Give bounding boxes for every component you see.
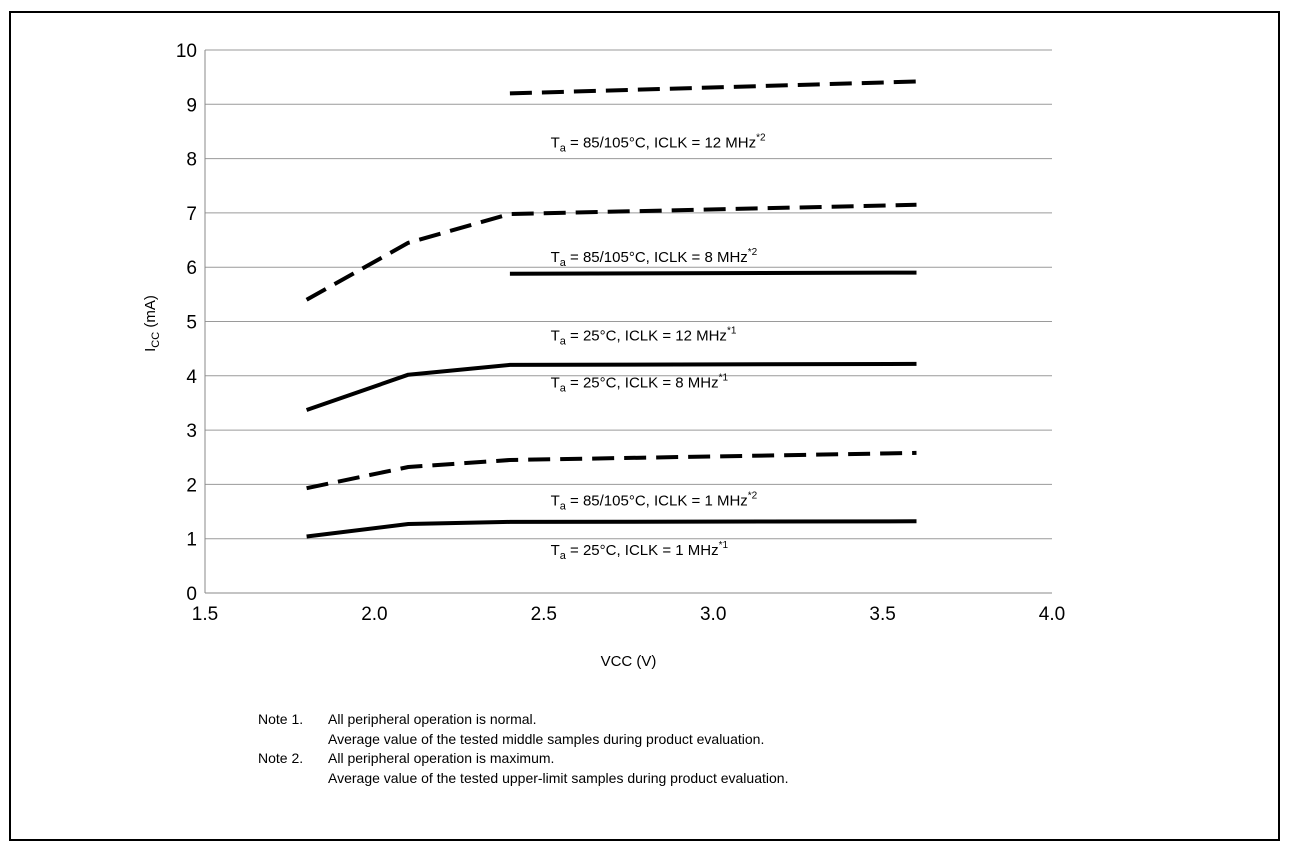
- x-tick-label: 2.5: [531, 604, 557, 625]
- series-line-3: [509, 270, 917, 276]
- y-tick-label: 4: [186, 367, 197, 388]
- series-line-1: [509, 79, 917, 96]
- note-line: Average value of the tested middle sampl…: [328, 730, 765, 747]
- y-tick-label: 0: [186, 584, 197, 605]
- note-2: Note 2. All peripheral operation is maxi…: [258, 749, 788, 788]
- axes: [204, 50, 1052, 594]
- series-annotation: Ta = 25°C, ICLK = 12 MHz*1: [551, 326, 737, 348]
- y-tick-label: 6: [186, 258, 197, 279]
- y-tick-label: 8: [186, 150, 197, 171]
- note-line: Average value of the tested upper-limit …: [328, 769, 789, 786]
- series-annotation: Ta = 85/105°C, ICLK = 1 MHz*2: [551, 491, 758, 513]
- y-tick-label: 1: [186, 530, 197, 551]
- series-lines: [305, 79, 917, 539]
- y-tick-label: 5: [186, 313, 197, 334]
- x-tick-label: 4.0: [1039, 604, 1065, 625]
- series-line-6: [306, 519, 917, 539]
- x-tick-label: 3.5: [869, 604, 895, 625]
- note-1: Note 1. All peripheral operation is norm…: [258, 710, 788, 749]
- y-tick-label: 9: [186, 95, 197, 116]
- x-tick-label: 1.5: [192, 604, 218, 625]
- y-tick-label: 10: [176, 41, 197, 62]
- series-annotation: Ta = 25°C, ICLK = 8 MHz*1: [551, 373, 729, 395]
- y-tick-label: 3: [186, 421, 197, 442]
- x-tick-label: 3.0: [700, 604, 726, 625]
- y-tick-labels: 0 1 2 3 4 5 6 7 8 9 10: [176, 41, 198, 605]
- y-tick-label: 2: [186, 475, 197, 496]
- note-label: Note 2.: [258, 750, 304, 766]
- y-axis-label: ICC (mA): [142, 295, 162, 352]
- note-line: All peripheral operation is maximum.: [328, 750, 555, 766]
- x-tick-labels: 1.5 2.0 2.5 3.0 3.5 4.0: [192, 604, 1065, 625]
- note-label: Note 1.: [258, 711, 304, 727]
- series-line-5: [306, 450, 917, 491]
- grid-lines: [205, 49, 1052, 540]
- series-annotation: Ta = 85/105°C, ICLK = 8 MHz*2: [551, 247, 758, 269]
- notes: Note 1. All peripheral operation is norm…: [258, 710, 788, 788]
- series-line-2: [305, 202, 917, 302]
- series-annotations: Ta = 85/105°C, ICLK = 12 MHz*2 Ta = 85/10…: [551, 133, 766, 562]
- series-line-4: [305, 361, 917, 412]
- series-annotation: Ta = 25°C, ICLK = 1 MHz*1: [551, 540, 729, 562]
- x-axis-label: VCC (V): [601, 653, 657, 670]
- series-annotation: Ta = 85/105°C, ICLK = 12 MHz*2: [551, 133, 766, 155]
- x-tick-label: 2.0: [361, 604, 387, 625]
- chart: 0 1 2 3 4 5 6 7 8 9 10 1.5 2.0 2.5 3.0 3.5 4.0 Ta = 85/…: [142, 41, 1065, 670]
- y-tick-label: 7: [186, 204, 197, 225]
- note-line: All peripheral operation is normal.: [328, 711, 537, 727]
